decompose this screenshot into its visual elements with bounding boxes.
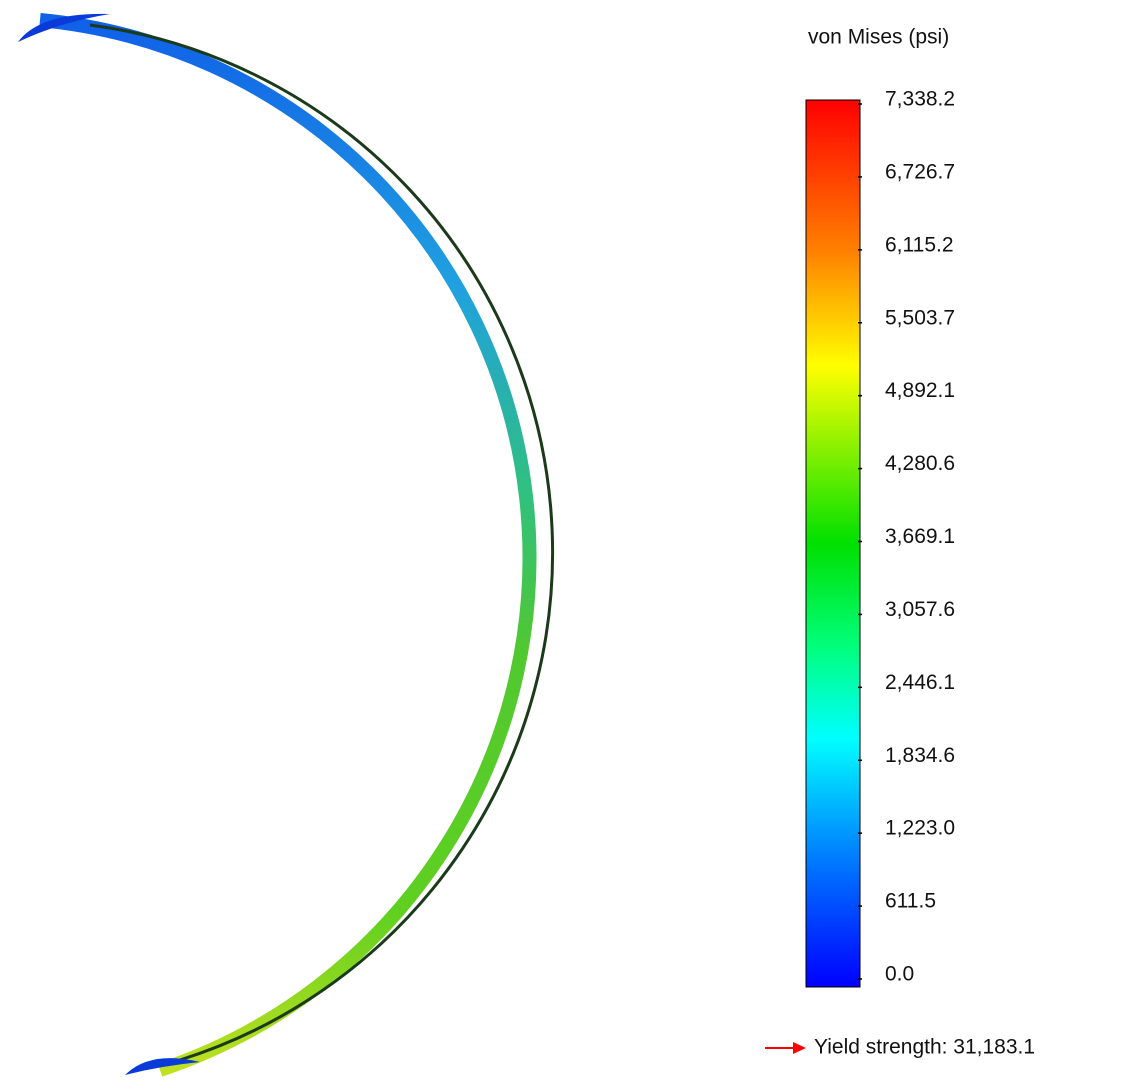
tick-label: 5,503.7 [885, 306, 955, 329]
tick-label: 1,223.0 [885, 817, 955, 840]
yield-marker [765, 1042, 806, 1054]
tick-label: 2,446.1 [885, 671, 955, 694]
ring-tip-bottom [125, 1058, 200, 1075]
tick-label: 4,892.1 [885, 379, 955, 402]
tick-label: 7,338.2 [885, 88, 955, 111]
tick-label: 3,057.6 [885, 598, 955, 621]
tick-label: 6,115.2 [885, 233, 954, 256]
ring-band [39, 13, 537, 1077]
ring-inner-edge [89, 23, 555, 1062]
yield-arrow-head [793, 1042, 806, 1054]
tick-label: 4,280.6 [885, 452, 955, 475]
tick-label: 611.5 [885, 890, 936, 913]
tick-label: 6,726.7 [885, 160, 955, 183]
color-bar [805, 99, 861, 988]
tick-label: 1,834.6 [885, 744, 955, 767]
ring-tip-top [18, 13, 110, 42]
part-ring [18, 13, 555, 1077]
legend-title: von Mises (psi) [808, 26, 949, 49]
tick-label: 0.0 [885, 963, 914, 986]
tick-label: 3,669.1 [885, 525, 955, 548]
legend-ticks: 7,338.2 6,726.7 6,115.2 5,503.7 4,892.1 4,280… [858, 88, 955, 986]
yield-label: Yield strength: 31,183.1 [814, 1036, 1035, 1059]
